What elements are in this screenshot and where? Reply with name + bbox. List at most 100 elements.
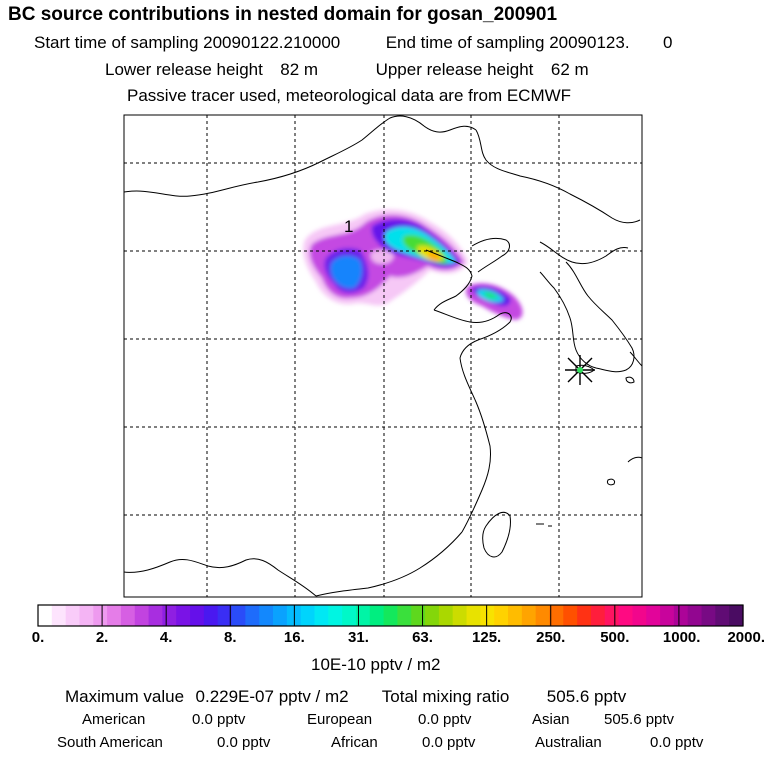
colorbar-swatch bbox=[466, 605, 481, 626]
colorbar-swatch bbox=[715, 605, 730, 626]
colorbar-swatch bbox=[701, 605, 716, 626]
region-australian-name: Australian bbox=[535, 734, 602, 751]
colorbar-tick-label: 4. bbox=[159, 629, 173, 646]
bohai-coast bbox=[425, 249, 473, 311]
colorbar-swatch bbox=[300, 605, 316, 626]
japan-coast-b bbox=[625, 376, 635, 384]
colorbar-swatch bbox=[660, 605, 675, 626]
colorbar-tick-label: 1000. bbox=[662, 629, 701, 646]
colorbar-swatch bbox=[618, 605, 634, 626]
colorbar-swatch bbox=[480, 605, 495, 626]
colorbar-swatch bbox=[604, 605, 620, 626]
colorbar-swatch bbox=[355, 605, 371, 626]
western-border bbox=[124, 558, 317, 597]
colorbar-swatch bbox=[79, 605, 94, 626]
colorbar-swatch bbox=[273, 605, 288, 626]
colorbar-swatch bbox=[521, 605, 537, 626]
colorbar-swatch bbox=[162, 605, 177, 626]
colorbar-swatch bbox=[231, 605, 246, 626]
colorbar-swatch bbox=[383, 605, 399, 626]
receptor-star-icon bbox=[565, 355, 595, 385]
plume-south-green bbox=[484, 292, 498, 299]
tracer-note: Passive tracer used, meteorological data… bbox=[127, 86, 572, 105]
colorbar-swatch bbox=[508, 605, 523, 626]
end-time-label: End time of sampling bbox=[385, 33, 545, 52]
total-mixing-label: Total mixing ratio bbox=[381, 687, 510, 706]
shandong-coast bbox=[433, 309, 512, 359]
colorbar-tick-label: 63. bbox=[412, 629, 433, 646]
colorbar-swatch bbox=[38, 605, 53, 626]
region-european-value: 0.0 pptv bbox=[418, 711, 472, 728]
colorbar-tick-label: 8. bbox=[224, 629, 237, 646]
colorbar-swatch bbox=[549, 605, 564, 626]
colorbar-swatch bbox=[217, 605, 233, 626]
region-american-value: 0.0 pptv bbox=[192, 711, 246, 728]
island-b bbox=[607, 478, 615, 486]
region-american-name: American bbox=[82, 711, 146, 728]
colorbar-swatch bbox=[134, 605, 150, 626]
region-african-value: 0.0 pptv bbox=[422, 734, 476, 751]
island-a bbox=[627, 456, 642, 463]
upper-height-label: Upper release height bbox=[375, 60, 534, 79]
colorbar-tick-label: 0. bbox=[31, 629, 45, 646]
colorbar-swatch bbox=[632, 605, 647, 626]
colorbar-tick-label: 2. bbox=[95, 629, 109, 646]
south-coast bbox=[315, 531, 463, 597]
colorbar-swatch bbox=[438, 605, 454, 626]
colorbar-swatch bbox=[93, 605, 108, 626]
start-time-label: Start time of sampling bbox=[34, 33, 199, 52]
colorbar-swatch bbox=[107, 605, 122, 626]
map-frame bbox=[123, 114, 643, 598]
colorbar-swatch bbox=[687, 605, 703, 626]
colorbar-swatch bbox=[190, 605, 205, 626]
colorbar-frame bbox=[37, 604, 744, 627]
liaodong-coast bbox=[471, 237, 510, 273]
colorbar-swatch bbox=[328, 605, 343, 626]
colorbar-swatch bbox=[563, 605, 578, 626]
taiwan bbox=[482, 511, 511, 558]
graticule bbox=[124, 115, 642, 597]
colorbar-tick-label: 31. bbox=[348, 629, 369, 646]
colorbar-swatch bbox=[425, 605, 440, 626]
colorbar-tick-label: 500. bbox=[600, 629, 630, 646]
region-european-name: European bbox=[307, 711, 373, 728]
plume-number-label: 1 bbox=[344, 217, 353, 236]
japan-coast-a bbox=[629, 351, 642, 367]
region-australian-value: 0.0 pptv bbox=[650, 734, 704, 751]
region-asian-value: 505.6 pptv bbox=[604, 711, 675, 728]
colorbar-swatch bbox=[120, 605, 136, 626]
summary-line: Maximum value 0.229E-07 pptv / m2 Total … bbox=[65, 687, 626, 707]
max-value-label: Maximum value bbox=[65, 687, 185, 706]
max-value: 0.229E-07 pptv / m2 bbox=[195, 687, 349, 706]
colorbar-swatch bbox=[176, 605, 191, 626]
mongolia-border bbox=[124, 115, 477, 197]
end-time-extra: 0 bbox=[663, 33, 673, 52]
colorbar-swatch bbox=[314, 605, 329, 626]
colorbar-tick-label: 250. bbox=[536, 629, 566, 646]
release-height-line: Lower release height 82 m Upper release … bbox=[105, 60, 589, 80]
colorbar-swatch bbox=[203, 605, 219, 626]
colorbar-tick-label: 2000. bbox=[727, 629, 765, 646]
colorbar-swatch bbox=[729, 605, 744, 626]
colorbar-swatch bbox=[51, 605, 67, 626]
sampling-time-line: Start time of sampling 20090122.210000 E… bbox=[34, 33, 673, 53]
start-time-value: 20090122.210000 bbox=[203, 33, 341, 52]
colorbar-swatch bbox=[673, 605, 689, 626]
plume-orange-core bbox=[428, 251, 440, 261]
region-south-american-value: 0.0 pptv bbox=[217, 734, 271, 751]
plume-pink-gap bbox=[370, 249, 394, 264]
colorbar-swatch bbox=[411, 605, 426, 626]
colorbar-tick-label: 16. bbox=[283, 629, 305, 646]
coastlines bbox=[124, 115, 642, 597]
colorbar-swatch bbox=[259, 605, 274, 626]
island-c bbox=[536, 523, 552, 527]
colorbar-swatch bbox=[65, 605, 81, 626]
colorbar-swatch bbox=[452, 605, 468, 626]
korea-peninsula bbox=[539, 261, 635, 373]
colorbar-swatch bbox=[590, 605, 606, 626]
colorbar-swatch bbox=[577, 605, 592, 626]
colorbar-tick-label: 125. bbox=[472, 629, 502, 646]
total-mixing-value: 505.6 pptv bbox=[546, 687, 627, 706]
colorbar-swatch bbox=[397, 605, 412, 626]
korea-border bbox=[539, 241, 629, 265]
